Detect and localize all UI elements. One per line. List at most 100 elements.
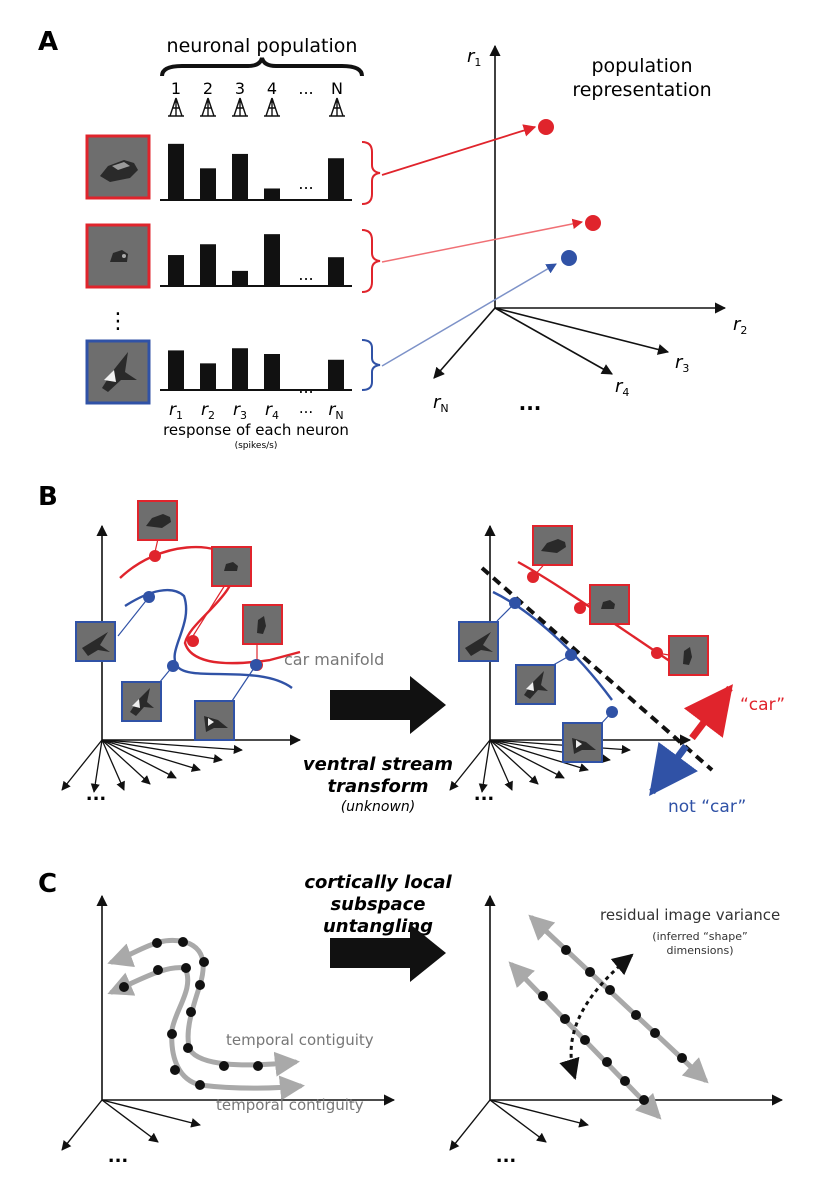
thumb-plane — [515, 664, 556, 705]
fan-axis — [489, 739, 539, 785]
plane-point — [606, 706, 618, 718]
fan-axis — [90, 739, 103, 793]
response-bar — [232, 153, 248, 200]
car-point — [149, 550, 161, 562]
center-line2: subspace — [330, 894, 425, 915]
fan-axis — [101, 739, 201, 772]
response-bar — [264, 188, 280, 200]
panel-b: B ... car manifold ventral stream — [38, 482, 785, 817]
mapping-arrow-car-2 — [381, 218, 584, 263]
fan-axis — [101, 739, 125, 791]
plane-point — [565, 649, 577, 661]
population-brace — [160, 57, 364, 77]
population-title: neuronal population — [167, 35, 358, 57]
temporal-label-2: temporal contiguity — [216, 1096, 364, 1114]
notcar-direction-arrow — [649, 741, 698, 796]
panel-b-letter: B — [38, 482, 58, 512]
bar-ellipsis: ... — [298, 174, 313, 193]
transform-arrow — [330, 676, 446, 734]
response-labels: r1 r2 r3 r4 ... rN — [169, 399, 344, 422]
point-car-2 — [585, 215, 601, 231]
axis — [449, 1099, 491, 1151]
response-label: r2 — [201, 400, 215, 422]
neuron-icons: 1 2 3 4 ... N — [168, 79, 345, 117]
residual-note-line1: (inferred “shape” — [652, 930, 747, 943]
axis-r3 — [494, 307, 670, 355]
response-units: (spikes/s) — [235, 441, 278, 451]
thumb-car — [532, 525, 573, 566]
bar-ellipsis: ... — [298, 378, 313, 397]
response-label: rN — [328, 400, 343, 422]
thumb-car — [137, 500, 178, 541]
axis — [61, 1099, 103, 1151]
axis-rN — [433, 307, 496, 379]
thumb-car — [242, 604, 283, 645]
plane-point — [509, 597, 521, 609]
thumb-plane — [75, 621, 116, 662]
tangled-manifold-2 — [107, 965, 305, 1101]
car-point — [574, 602, 586, 614]
transform-line1: ventral stream — [303, 754, 453, 775]
plane-manifold-curve — [124, 588, 293, 689]
residual-note-line2: dimensions) — [666, 944, 733, 957]
car-point — [187, 635, 199, 647]
response-label: r1 — [169, 400, 183, 422]
fan-axis — [449, 739, 491, 791]
panel-c-letter: C — [38, 869, 57, 899]
fan-axis — [489, 739, 631, 754]
fan-axis — [489, 739, 513, 791]
neuron-number: N — [331, 79, 343, 98]
response-bar — [200, 363, 216, 390]
panel-a-letter: A — [38, 27, 58, 57]
axes-ellipsis: ... — [496, 1146, 517, 1167]
point-plane — [561, 250, 577, 266]
response-label: ... — [299, 399, 313, 417]
response-bar — [200, 244, 216, 286]
space-title-line2: representation — [572, 79, 711, 101]
car-point — [651, 647, 663, 659]
response-label: r3 — [233, 400, 247, 422]
axis-label-r1: r1 — [467, 46, 481, 69]
fan-axis — [101, 739, 223, 764]
fan-axis — [489, 739, 565, 779]
fan-axis — [101, 739, 243, 754]
neuron-number: 4 — [267, 79, 277, 98]
row-brace-2 — [361, 229, 381, 293]
response-bar — [168, 350, 184, 390]
response-bar — [232, 348, 248, 390]
response-bar — [328, 257, 344, 286]
response-bar — [168, 255, 184, 286]
axes-ellipsis: ... — [519, 391, 542, 415]
panel-c: C ... temporal contiguity temporal conti… — [38, 869, 784, 1167]
thumb-plane — [458, 621, 499, 662]
temporal-label-1: temporal contiguity — [226, 1031, 374, 1049]
mapping-arrow-plane — [381, 263, 557, 367]
neuron-icon — [329, 97, 345, 117]
neuron-number: 3 — [235, 79, 245, 98]
axis — [489, 1099, 589, 1128]
vertical-ellipsis: ⋮ — [107, 309, 129, 334]
car-manifold-curve — [119, 545, 301, 665]
neuron-number: 1 — [171, 79, 181, 98]
transform-line2: transform — [328, 776, 429, 797]
stimulus-car-2 — [85, 223, 151, 289]
response-bar — [200, 168, 216, 200]
residual-variance-arrow — [559, 953, 634, 1081]
stimulus-plane — [85, 339, 151, 405]
center-line3: untangling — [323, 916, 433, 937]
neuron-number: 2 — [203, 79, 213, 98]
fan-axis — [489, 739, 589, 772]
space-title-line1: population — [591, 55, 692, 77]
response-bar — [328, 359, 344, 390]
neuron-icon — [168, 97, 184, 117]
axis-label-r4: r4 — [615, 376, 629, 399]
residual-label: residual image variance — [600, 906, 780, 924]
untangled-points — [538, 945, 687, 1105]
panel-a: A neuronal population 1 2 3 4 ... N ⋮ — [38, 27, 747, 451]
neuron-icon — [200, 97, 216, 117]
fan-axis — [61, 739, 103, 791]
axes-ellipsis: ... — [108, 1146, 129, 1167]
response-caption: response of each neuron — [163, 421, 349, 439]
fan-axis — [101, 739, 177, 779]
